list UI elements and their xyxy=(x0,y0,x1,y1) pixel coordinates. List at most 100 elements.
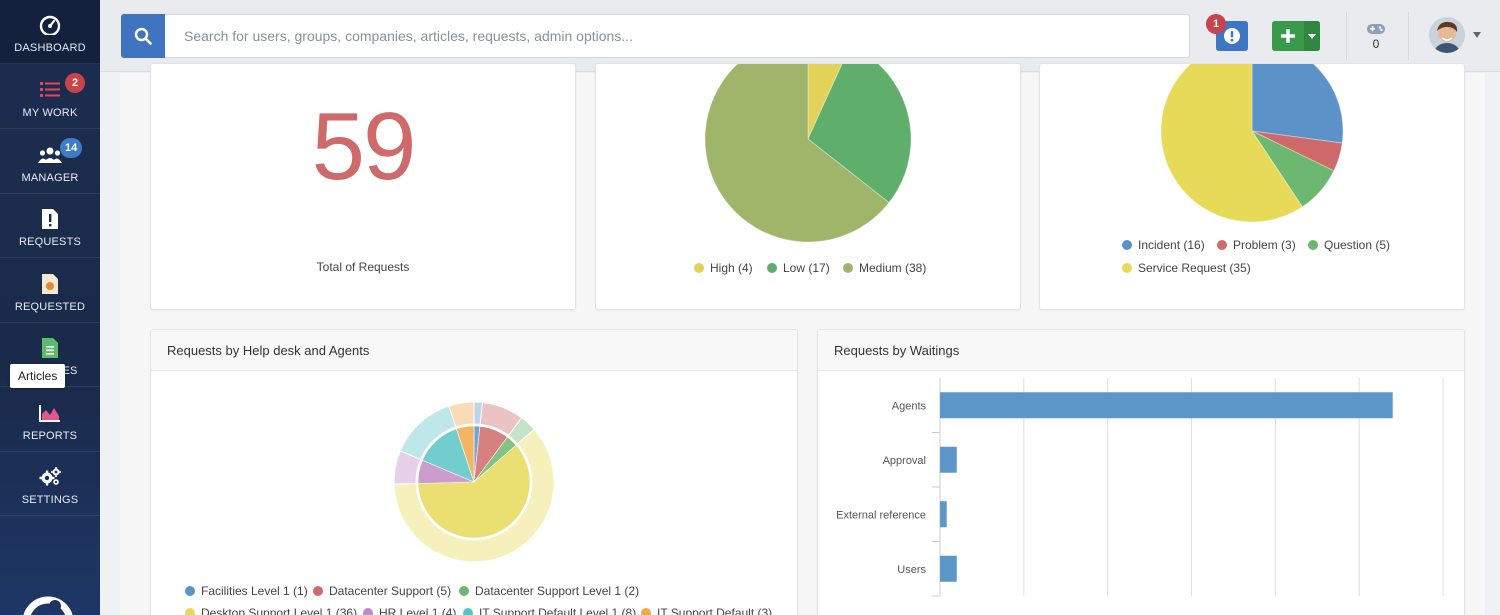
legend-label: Medium (38) xyxy=(859,261,927,275)
search-input[interactable] xyxy=(165,14,1190,58)
pie-slice-question[interactable] xyxy=(1250,129,1335,208)
user-menu-caret-icon[interactable] xyxy=(1473,32,1481,38)
legend-swatch xyxy=(185,608,195,615)
request-types-pie-card: Incident (16) Problem (3) Question (5) S… xyxy=(1039,63,1465,310)
legend-item-medium[interactable]: Medium (38) xyxy=(843,261,926,275)
bar-category-label: Users xyxy=(897,564,926,576)
sidebar-item-label: MANAGER xyxy=(21,172,79,184)
bar-category-label: Approval xyxy=(883,455,926,467)
legend-item-facilities-level-1[interactable]: Facilities Level 1 (1) xyxy=(185,584,308,598)
sidebar-item-label: DASHBOARD xyxy=(14,42,86,54)
sidebar-item-label: REQUESTED xyxy=(14,301,86,313)
legend-item-it-support-default[interactable]: IT Support Default (3) xyxy=(641,606,772,615)
legend-label: Desktop Support Level 1 (36) xyxy=(201,606,358,615)
sidebar-item-label: REPORTS xyxy=(22,430,78,442)
legend-item-hr-level-1[interactable]: HR Level 1 (4) xyxy=(363,606,456,615)
requested-file-icon xyxy=(38,273,62,295)
legend-label: Problem (3) xyxy=(1233,238,1296,252)
search-icon xyxy=(134,27,152,45)
bar-approval[interactable] xyxy=(940,446,957,473)
pie-slice-low[interactable] xyxy=(807,64,912,204)
legend-swatch xyxy=(843,263,853,273)
legend-swatch xyxy=(459,586,469,596)
legend-label: Datacenter Support (5) xyxy=(329,584,452,598)
pie-slice-it-support-default[interactable] xyxy=(456,425,475,483)
helpdesk-card-title: Requests by Help desk and Agents xyxy=(151,330,797,371)
caret-down-icon[interactable] xyxy=(1304,21,1320,51)
articles-tooltip: Articles xyxy=(10,364,66,388)
legend-item-high[interactable]: High (4) xyxy=(694,261,753,275)
bar-users[interactable] xyxy=(940,555,957,582)
sidebar-item-label: MY WORK xyxy=(22,107,78,119)
pie-slice-medium[interactable] xyxy=(704,64,890,243)
search-button[interactable] xyxy=(121,14,165,58)
sidebar-item-label: REQUESTS xyxy=(18,236,82,248)
legend-item-datacenter-support[interactable]: Datacenter Support (5) xyxy=(313,584,451,598)
users-group-icon xyxy=(38,144,62,166)
legend-swatch xyxy=(1122,240,1132,250)
app-logo-icon xyxy=(23,596,73,615)
request-types-pie-chart xyxy=(1160,64,1344,223)
sidebar-item-dashboard[interactable]: DASHBOARD xyxy=(0,0,100,64)
legend-item-problem[interactable]: Problem (3) xyxy=(1217,238,1296,252)
pie-slice-service-request[interactable] xyxy=(1160,64,1303,223)
helpdesk-agents-card: Requests by Help desk and Agents Facilit… xyxy=(150,329,798,615)
legend-label: Facilities Level 1 (1) xyxy=(201,584,308,598)
legend-item-low[interactable]: Low (17) xyxy=(767,261,830,275)
manager-count-badge: 14 xyxy=(60,138,83,158)
sidebar-item-my-work[interactable]: MY WORK 2 xyxy=(0,65,100,129)
sidebar-item-settings[interactable]: SETTINGS xyxy=(0,452,100,516)
priority-pie-card: High (4) Low (17) Medium (38) xyxy=(595,63,1021,310)
legend-swatch xyxy=(1122,263,1132,273)
legend-swatch xyxy=(1308,240,1318,250)
add-new-button[interactable] xyxy=(1272,21,1320,51)
sidebar-item-requested[interactable]: REQUESTED xyxy=(0,259,100,323)
ring-slice-it-support-default[interactable] xyxy=(448,401,475,428)
bar-external-reference[interactable] xyxy=(940,501,947,528)
gears-icon xyxy=(38,466,62,488)
my-work-count-badge: 2 xyxy=(65,73,85,93)
legend-swatch xyxy=(767,263,777,273)
bar-category-label: External reference xyxy=(836,509,926,521)
user-avatar[interactable] xyxy=(1429,17,1465,53)
pie-slice-desktop-support-level-1[interactable] xyxy=(417,444,531,539)
legend-swatch xyxy=(463,608,473,615)
request-alert-icon xyxy=(38,208,62,230)
sidebar-item-requests[interactable]: REQUESTS xyxy=(0,194,100,258)
bar-category-label: Agents xyxy=(892,400,927,412)
sidebar-item-label: SETTINGS xyxy=(21,494,79,506)
legend-item-incident[interactable]: Incident (16) xyxy=(1122,238,1205,252)
waitings-bar-chart: Agents Approval External reference Users xyxy=(836,378,1444,597)
helpdesk-agents-pie-chart xyxy=(393,401,555,562)
waitings-card: Requests by Waitings Agents Approval Exter… xyxy=(817,329,1465,615)
article-document-icon xyxy=(38,337,62,359)
legend-label: Low (17) xyxy=(783,261,830,275)
legend-label: IT Support Default Level 1 (8) xyxy=(479,606,637,615)
sidebar: DASHBOARD MY WORK 2 MANAGER 14 REQUESTS … xyxy=(0,0,100,615)
bar-agents[interactable] xyxy=(940,392,1393,419)
sidebar-item-reports[interactable]: REPORTS xyxy=(0,388,100,452)
legend-item-service-request[interactable]: Service Request (35) xyxy=(1122,261,1251,275)
pie-slice-incident[interactable] xyxy=(1251,64,1344,144)
game-points-count: 0 xyxy=(1372,37,1380,51)
legend-item-datacenter-support-level-1[interactable]: Datacenter Support Level 1 (2) xyxy=(459,584,639,598)
area-chart-icon xyxy=(38,402,62,424)
legend-label: Service Request (35) xyxy=(1138,261,1251,275)
pie-slice-high[interactable] xyxy=(807,64,851,140)
alert-circle-icon xyxy=(1224,28,1240,44)
sidebar-item-manager[interactable]: MANAGER 14 xyxy=(0,130,100,194)
total-requests-value: 59 xyxy=(311,93,417,200)
legend-item-desktop-support-level-1[interactable]: Desktop Support Level 1 (36) xyxy=(185,606,357,615)
legend-swatch xyxy=(641,608,651,615)
waitings-card-title: Requests by Waitings xyxy=(818,330,1464,371)
legend-swatch xyxy=(694,263,704,273)
plus-icon xyxy=(1272,21,1304,51)
legend-label: Incident (16) xyxy=(1138,238,1205,252)
gamepad-icon[interactable] xyxy=(1366,22,1386,36)
pie-slice-problem[interactable] xyxy=(1251,130,1343,172)
legend-swatch xyxy=(363,608,373,615)
ring-slice-desktop-support-level-1[interactable] xyxy=(393,428,555,562)
legend-label: Question (5) xyxy=(1324,238,1391,252)
legend-item-question[interactable]: Question (5) xyxy=(1308,238,1390,252)
legend-item-it-support-default-level-1[interactable]: IT Support Default Level 1 (8) xyxy=(463,606,636,615)
